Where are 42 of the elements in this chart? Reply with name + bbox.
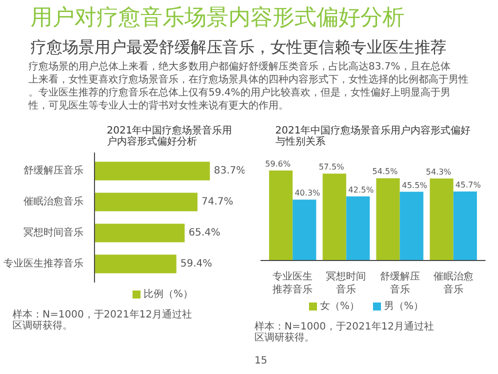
data-label: 57.5% xyxy=(318,162,345,172)
data-label: 45.7% xyxy=(455,180,482,190)
data-label: 40.3% xyxy=(294,188,321,198)
bar xyxy=(94,192,198,212)
legend-label: 男（%） xyxy=(384,301,424,312)
text: 15 xyxy=(254,356,268,366)
legend-label: 比例（%） xyxy=(144,288,194,300)
text: 疗愈场景用户最爱舒缓解压音乐，女性更信赖专业医生推荐 xyxy=(30,38,446,56)
y-tick-label: 舒缓解压音乐 xyxy=(24,164,84,177)
data-label: 74.7% xyxy=(201,196,234,208)
text: 样本：N=1000，于2021年12月通过社区调研获得。 xyxy=(254,320,434,344)
bar xyxy=(430,178,454,260)
y-tick-label: 催眠治愈音乐 xyxy=(24,196,84,208)
y-tick-label: 冥想时间音乐 xyxy=(24,226,84,238)
bar xyxy=(94,254,176,274)
data-label: 59.4% xyxy=(180,258,212,270)
bar xyxy=(269,170,293,260)
bar xyxy=(322,174,346,260)
x-tick-label: 冥想时间音乐 xyxy=(326,270,366,296)
bar xyxy=(94,224,185,242)
data-label: 59.6% xyxy=(265,160,291,168)
chart-title: 2021年中国疗愈场景音乐用户内容形式偏好与性别关系 xyxy=(275,124,471,148)
bar xyxy=(400,192,424,260)
data-label: 54.5% xyxy=(372,167,398,176)
bar xyxy=(292,200,316,260)
chart-title: 2021年中国疗愈场景音乐用户内容形式偏好分析 xyxy=(106,124,232,148)
bar xyxy=(376,178,400,260)
y-tick-label: 专业医生推荐音乐 xyxy=(4,257,84,270)
data-label: 54.3% xyxy=(426,168,452,177)
data-label: 45.5% xyxy=(402,180,428,190)
data-label: 42.5% xyxy=(348,185,374,194)
bar xyxy=(94,162,210,180)
text: 样本：N=1000，于2021年12月通过社区调研获得。 xyxy=(12,308,192,332)
text: 用户对疗愈音乐场景内容形式偏好分析 xyxy=(30,6,404,30)
x-tick-label: 专业医生推荐音乐 xyxy=(272,270,313,296)
legend-label: 女（%） xyxy=(320,300,360,312)
bar xyxy=(346,196,370,260)
data-label: 65.4% xyxy=(188,227,220,238)
x-tick-label: 催眠治愈音乐 xyxy=(433,270,474,296)
x-tick-label: 舒缓解压音乐 xyxy=(380,270,420,296)
bar xyxy=(453,191,477,260)
text: 疗愈场景的用户总体上来看，绝大多数用户都偏好舒缓解压类音乐，占比高达83.7%，且在总体上来看，女性更喜欢疗愈场景音乐，在疗愈场景具体的四种内容形式下，女性选择的比例都高于男性。专业医生推荐的疗愈音乐在总体上仅有59.4%的用户比较喜欢，但是，女性偏好上明显高于男性，可见医生等专业人士的背书对女性来说有更大的作用。 xyxy=(28,60,468,112)
